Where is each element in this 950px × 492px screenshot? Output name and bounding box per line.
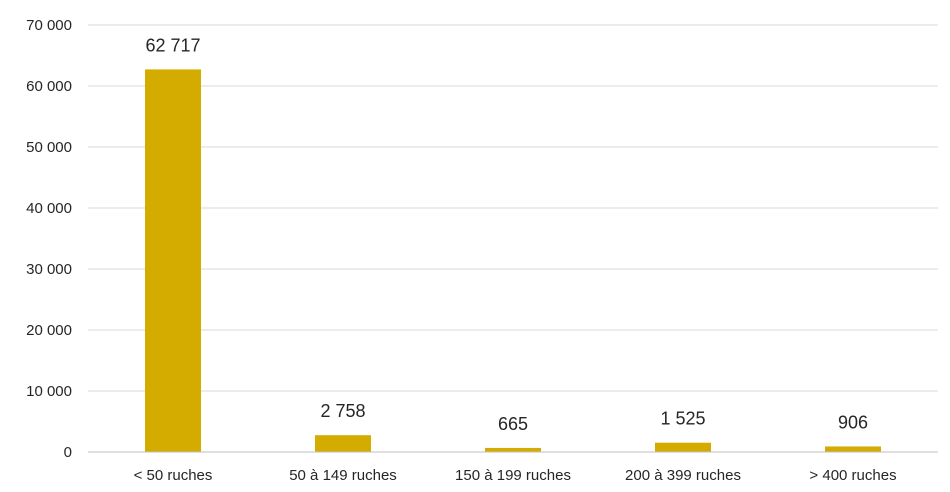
- data-label: 62 717: [145, 35, 200, 55]
- x-category-label: 150 à 199 ruches: [455, 467, 571, 484]
- bar: [315, 435, 371, 452]
- data-label: 1 525: [660, 409, 705, 429]
- bar: [655, 442, 711, 452]
- y-tick-label: 40 000: [26, 200, 72, 217]
- x-axis-category-labels: < 50 ruches 50 à 149 ruches 150 à 199 ruch…: [134, 467, 897, 484]
- y-tick-label: 30 000: [26, 261, 72, 278]
- y-tick-label: 10 000: [26, 383, 72, 400]
- y-tick-label: 60 000: [26, 78, 72, 95]
- bar: [485, 447, 541, 452]
- y-tick-label: 50 000: [26, 139, 72, 156]
- y-axis-tick-labels: 0 10 000 20 000 30 000 40 000 50 000 60 000 70 …: [26, 17, 72, 461]
- x-category-label: < 50 ruches: [134, 467, 213, 484]
- data-label: 2 758: [320, 401, 365, 421]
- x-category-label: > 400 ruches: [809, 467, 896, 484]
- y-tick-label: 0: [64, 444, 72, 461]
- data-labels: 62 717 2 758 665 1 525 906: [145, 35, 868, 434]
- bar: [145, 69, 201, 452]
- bar: [825, 446, 881, 452]
- gridlines: [88, 24, 938, 392]
- y-tick-label: 20 000: [26, 322, 72, 339]
- data-label: 906: [838, 412, 868, 432]
- x-category-label: 50 à 149 ruches: [289, 467, 397, 484]
- bars: [145, 69, 881, 452]
- x-category-label: 200 à 399 ruches: [625, 467, 741, 484]
- data-label: 665: [498, 414, 528, 434]
- y-tick-label: 70 000: [26, 17, 72, 34]
